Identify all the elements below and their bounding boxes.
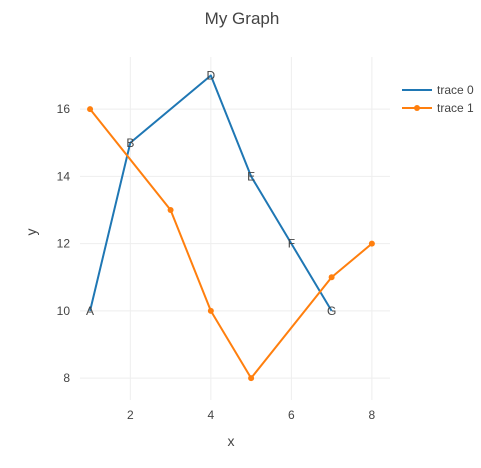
data-point [248,375,254,381]
x-tick-label: 8 [369,408,376,422]
data-point [208,308,214,314]
y-tick-label: 8 [63,371,70,385]
point-label: F [288,237,295,251]
data-point [87,106,93,112]
y-tick-label: 10 [57,304,71,318]
x-axis-title: x [228,433,235,449]
legend-marker-trace-1 [414,105,420,111]
legend-label-trace-1: trace 1 [437,101,474,115]
data-point [329,274,335,280]
y-tick-label: 16 [57,102,71,116]
data-point [369,241,375,247]
point-label: B [126,136,134,150]
chart-title: My Graph [205,9,280,28]
point-label: A [86,304,94,318]
x-tick-label: 6 [288,408,295,422]
point-label: D [207,68,216,82]
legend-label-trace-0: trace 0 [437,83,474,97]
point-label: G [327,304,336,318]
x-tick-label: 4 [208,408,215,422]
data-point [168,207,174,213]
x-tick-label: 2 [127,408,134,422]
y-tick-label: 14 [57,169,71,183]
y-axis-title: y [23,229,39,236]
y-tick-label: 12 [57,237,71,251]
point-label: E [247,169,255,183]
